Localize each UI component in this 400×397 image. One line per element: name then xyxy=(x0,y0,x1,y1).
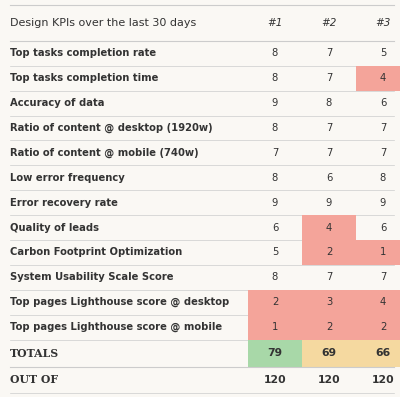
Text: Top tasks completion rate: Top tasks completion rate xyxy=(10,48,156,58)
Text: Error recovery rate: Error recovery rate xyxy=(10,198,118,208)
Bar xyxy=(248,339,302,367)
Text: 1: 1 xyxy=(272,322,278,332)
Bar xyxy=(248,315,302,339)
Text: Ratio of content @ mobile (740w): Ratio of content @ mobile (740w) xyxy=(10,148,199,158)
Text: 2: 2 xyxy=(326,322,332,332)
Bar xyxy=(302,290,356,315)
Text: 2: 2 xyxy=(380,322,386,332)
Text: 120: 120 xyxy=(372,375,394,385)
Text: 5: 5 xyxy=(272,247,278,258)
Text: 8: 8 xyxy=(272,123,278,133)
Text: TOTALS: TOTALS xyxy=(10,348,59,359)
Text: 6: 6 xyxy=(326,173,332,183)
Text: 2: 2 xyxy=(326,247,332,258)
Bar xyxy=(302,240,356,265)
Text: 9: 9 xyxy=(326,198,332,208)
Text: Top pages Lighthouse score @ mobile: Top pages Lighthouse score @ mobile xyxy=(10,322,222,332)
Text: 4: 4 xyxy=(380,297,386,307)
Text: 1: 1 xyxy=(380,247,386,258)
Text: 8: 8 xyxy=(272,272,278,282)
Text: 5: 5 xyxy=(380,48,386,58)
Text: 2: 2 xyxy=(272,297,278,307)
Text: Design KPIs over the last 30 days: Design KPIs over the last 30 days xyxy=(10,18,196,28)
Text: #1: #1 xyxy=(267,18,283,28)
Text: Low error frequency: Low error frequency xyxy=(10,173,125,183)
Bar xyxy=(356,240,400,265)
Text: 8: 8 xyxy=(380,173,386,183)
Text: 4: 4 xyxy=(326,223,332,233)
Text: 7: 7 xyxy=(380,272,386,282)
Text: 7: 7 xyxy=(326,272,332,282)
Text: OUT OF: OUT OF xyxy=(10,374,58,385)
Text: 8: 8 xyxy=(326,98,332,108)
Text: Quality of leads: Quality of leads xyxy=(10,223,99,233)
Text: 7: 7 xyxy=(326,123,332,133)
Text: 3: 3 xyxy=(326,297,332,307)
Bar xyxy=(356,315,400,339)
Text: 7: 7 xyxy=(272,148,278,158)
Bar xyxy=(302,315,356,339)
Bar xyxy=(356,66,400,91)
Text: 8: 8 xyxy=(272,48,278,58)
Text: 66: 66 xyxy=(375,348,391,358)
Text: Ratio of content @ desktop (1920w): Ratio of content @ desktop (1920w) xyxy=(10,123,213,133)
Text: 9: 9 xyxy=(272,98,278,108)
Bar xyxy=(356,290,400,315)
Text: 7: 7 xyxy=(326,73,332,83)
Text: System Usability Scale Score: System Usability Scale Score xyxy=(10,272,174,282)
Text: 9: 9 xyxy=(272,198,278,208)
Text: 8: 8 xyxy=(272,73,278,83)
Text: Top tasks completion time: Top tasks completion time xyxy=(10,73,158,83)
Text: 79: 79 xyxy=(268,348,282,358)
Text: 7: 7 xyxy=(380,148,386,158)
Bar xyxy=(302,215,356,240)
Text: 9: 9 xyxy=(380,198,386,208)
Bar xyxy=(302,339,356,367)
Text: 69: 69 xyxy=(322,348,336,358)
Text: 7: 7 xyxy=(326,48,332,58)
Text: 120: 120 xyxy=(264,375,286,385)
Text: 7: 7 xyxy=(380,123,386,133)
Bar xyxy=(356,339,400,367)
Text: Top pages Lighthouse score @ desktop: Top pages Lighthouse score @ desktop xyxy=(10,297,229,307)
Text: #2: #2 xyxy=(321,18,337,28)
Text: 6: 6 xyxy=(380,223,386,233)
Text: 8: 8 xyxy=(272,173,278,183)
Text: Accuracy of data: Accuracy of data xyxy=(10,98,104,108)
Text: 120: 120 xyxy=(318,375,340,385)
Text: 7: 7 xyxy=(326,148,332,158)
Text: 6: 6 xyxy=(380,98,386,108)
Text: 4: 4 xyxy=(380,73,386,83)
Text: #3: #3 xyxy=(375,18,391,28)
Bar xyxy=(248,290,302,315)
Text: 6: 6 xyxy=(272,223,278,233)
Text: Carbon Footprint Optimization: Carbon Footprint Optimization xyxy=(10,247,182,258)
